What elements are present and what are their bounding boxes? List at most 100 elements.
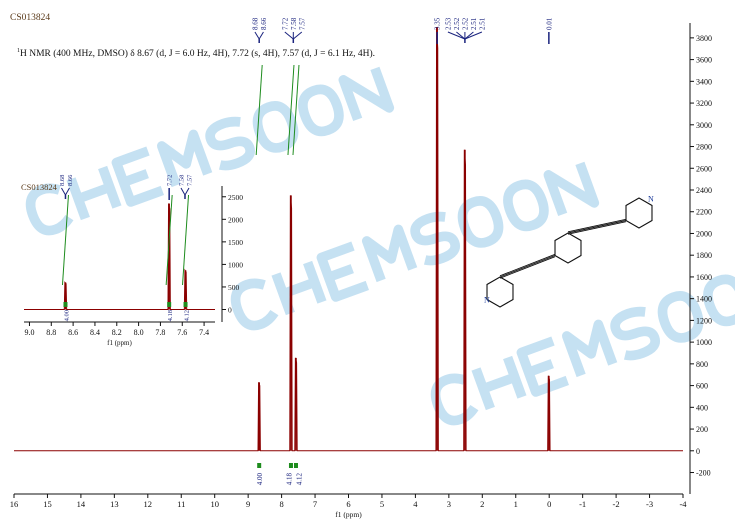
x-axis-label: f1 (ppm) <box>107 339 132 347</box>
x-tick-label: 8.6 <box>68 328 78 337</box>
peak-label-connector <box>464 31 483 40</box>
y-tick-label: 1000 <box>696 338 712 347</box>
y-tick-label: 2000 <box>228 215 243 224</box>
alkyne-bond <box>499 255 556 278</box>
watermark-logo <box>430 274 735 426</box>
integral-curve <box>292 64 300 156</box>
x-tick-label: 12 <box>144 499 153 509</box>
peak-label-connector <box>447 31 466 40</box>
peak-label: 7.57 <box>186 174 193 186</box>
watermark-letter <box>657 291 704 343</box>
watermark-letter <box>361 224 418 283</box>
x-tick-label: 7.8 <box>155 328 165 337</box>
x-tick-label: 8.8 <box>46 328 56 337</box>
peak-label: 8.68 <box>251 17 259 30</box>
peak-label-connector <box>65 187 70 196</box>
integral-marker <box>63 302 68 307</box>
y-tick-label: 3400 <box>696 77 712 86</box>
peak-label-connector <box>284 31 294 40</box>
peak-label: 2.51 <box>478 17 486 30</box>
x-tick-label: 2 <box>480 499 484 509</box>
x-tick-label: 1 <box>514 499 518 509</box>
y-tick-label: 2500 <box>228 193 243 202</box>
x-tick-label: -2 <box>613 499 620 509</box>
alkyne-bond <box>499 256 556 279</box>
watermark-letter <box>316 241 369 302</box>
peak-label: 2.53 <box>444 17 452 30</box>
peak-label-connector <box>292 31 303 40</box>
watermark-letter <box>338 66 395 122</box>
y-tick-label: 600 <box>696 382 708 391</box>
peak-label: 7.58 <box>178 175 185 186</box>
integral-marker <box>288 463 293 468</box>
integral-curve <box>165 194 173 286</box>
peak-label: 0.01 <box>545 17 553 30</box>
watermark-letter <box>25 183 74 236</box>
x-tick-label: -4 <box>679 499 687 509</box>
nitrogen-label: N <box>648 195 654 204</box>
peak-label-connector <box>180 187 186 196</box>
peak-label: 7.57 <box>298 17 306 30</box>
x-tick-label: 8.0 <box>134 328 144 337</box>
peak-label-connector <box>456 31 466 40</box>
x-tick-label: 9.0 <box>24 328 34 337</box>
y-tick-label: 400 <box>696 403 708 412</box>
x-tick-label: 5 <box>380 499 384 509</box>
x-tick-label: 7.4 <box>199 328 209 337</box>
alkyne-bond <box>567 221 627 235</box>
benzene-ring <box>554 232 582 264</box>
peak-label: 8.66 <box>67 174 74 186</box>
inset-title: CS013824 <box>21 182 58 192</box>
watermark-letter <box>703 274 735 327</box>
peak-label: 7.72 <box>167 175 174 186</box>
nmr-description: 1H NMR (400 MHz, DMSO) δ 8.67 (d, J = 6.… <box>17 48 375 59</box>
watermark-letter <box>156 129 213 188</box>
integral-value: 4.18 <box>285 473 293 486</box>
watermark-letter <box>503 179 549 232</box>
alkyne-bond <box>567 220 627 234</box>
x-tick-label: 13 <box>110 499 119 509</box>
x-tick-label: 16 <box>10 499 19 509</box>
peak-label: 3.35 <box>434 17 442 30</box>
watermark-letter <box>457 196 504 248</box>
y-tick-label: 800 <box>696 360 708 369</box>
y-tick-label: 3000 <box>696 121 712 130</box>
x-tick-label: 7 <box>313 499 317 509</box>
watermark-letter <box>471 355 527 411</box>
molecule-structure: NN <box>484 195 654 308</box>
peak-label-connector <box>184 187 190 196</box>
main-spectrum: 16 15 14 13 12 11 10 9 8 7 6 5 4 3 2 1 0 -1 -2 -3 -4f1 (ppm)… <box>10 17 712 519</box>
peak-label: 2.51 <box>470 17 478 30</box>
watermark-letter <box>66 165 122 221</box>
y-tick-label: 1400 <box>696 295 712 304</box>
y-tick-label: 1800 <box>696 251 712 260</box>
y-tick-label: -200 <box>696 469 711 478</box>
y-tick-label: 200 <box>696 425 708 434</box>
spectrum-line <box>14 26 683 452</box>
watermarks <box>25 66 735 426</box>
peak-label-connector <box>258 31 264 40</box>
y-tick-label: 1000 <box>228 260 243 269</box>
pyridine-ring <box>486 276 514 308</box>
watermark-letter <box>516 336 569 397</box>
integral-curve <box>255 64 263 156</box>
watermark-logo <box>25 66 395 236</box>
peak-label: 7.72 <box>281 17 289 30</box>
watermark-logo <box>230 161 600 331</box>
x-tick-label: 8.2 <box>112 328 122 337</box>
alkyne-bond <box>499 253 556 277</box>
x-tick-label: -1 <box>579 499 586 509</box>
x-tick-label: 9 <box>246 499 250 509</box>
watermark-letter <box>298 84 344 137</box>
x-tick-label: -3 <box>646 499 653 509</box>
spectrum-line <box>24 203 215 311</box>
watermark-letter <box>271 260 327 316</box>
y-tick-label: 3200 <box>696 99 712 108</box>
peak-label: 2.52 <box>453 17 461 30</box>
x-axis-label: f1 (ppm) <box>335 510 362 519</box>
peak-label: 2.52 <box>461 17 469 30</box>
y-tick-label: 1600 <box>696 273 712 282</box>
watermark-letter <box>252 101 299 153</box>
peak-label-connector <box>464 31 474 40</box>
